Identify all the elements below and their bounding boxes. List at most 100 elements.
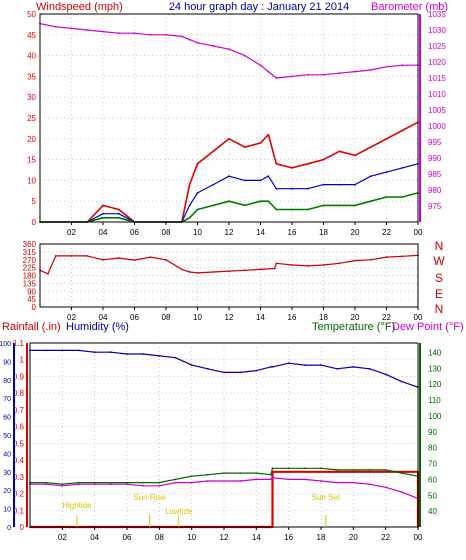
- x-tick-label: 22: [382, 228, 391, 237]
- chart-title: 24 hour graph day : January 21 2014: [169, 1, 349, 13]
- series-average-point: [291, 187, 293, 190]
- series-barometer-point: [267, 70, 270, 73]
- series-humidity-point: [287, 362, 290, 365]
- series-low-point: [228, 200, 230, 203]
- series-direction-point: [47, 272, 49, 275]
- y-left-tick-label: 15: [27, 156, 36, 165]
- series-temperature-point: [270, 473, 272, 476]
- series-direction-point: [259, 268, 262, 271]
- y-left-tick-label: 45: [27, 31, 36, 40]
- series-rainfall-point: [336, 470, 339, 473]
- series-direction-point: [86, 255, 89, 257]
- y-right-tick-label: 1025: [428, 42, 446, 51]
- series-barometer-point: [259, 64, 262, 67]
- series-humidity-point: [336, 367, 339, 370]
- series-dew-point-point: [126, 483, 128, 486]
- y-right-tick-label: 110: [428, 396, 441, 405]
- series-humidity-point: [384, 373, 387, 376]
- y-right-tick-label: 50: [428, 491, 437, 500]
- series-low-point: [306, 208, 309, 211]
- series-dew-point-point: [190, 481, 193, 484]
- series-temperature-point: [271, 467, 274, 470]
- series-dew-point-point: [239, 480, 242, 482]
- y-right-tick-label: 995: [428, 138, 442, 147]
- series-humidity-point: [174, 356, 177, 359]
- series-temperature-point: [190, 475, 193, 478]
- series-low-point: [267, 200, 270, 203]
- series-barometer-point: [228, 48, 230, 51]
- event-label: Sun Set: [312, 493, 341, 502]
- series-barometer-point: [117, 32, 120, 35]
- series-average-point: [196, 192, 199, 194]
- y-left-tick-label: 0: [32, 303, 37, 312]
- y-right-tick-label: 140: [428, 349, 442, 358]
- series-dew-point-point: [77, 483, 80, 486]
- events-layer: Hightide Sun Rise Lowtide Sun Set: [62, 493, 341, 527]
- series-barometer-point: [243, 54, 246, 57]
- series-average-point: [267, 175, 270, 178]
- series-low-point: [188, 216, 191, 219]
- series-direction-point: [70, 255, 73, 257]
- series-direction-point: [117, 257, 120, 259]
- y-right-tick-label: 90: [428, 428, 437, 437]
- series-humidity-point: [400, 380, 403, 383]
- series-rainfall-point: [384, 470, 387, 473]
- humidity-tick-label: 10: [3, 507, 11, 514]
- series-dew-point-point: [400, 491, 403, 493]
- series-windspeed-point: [267, 133, 270, 136]
- series-average-point: [369, 175, 372, 178]
- series-rainfall-point: [368, 470, 371, 473]
- humidity-tick-label: 20: [3, 488, 11, 495]
- series-temperature-point: [61, 483, 64, 486]
- series-dew-point-point: [303, 478, 306, 481]
- x-tick-label: 08: [155, 533, 164, 542]
- series-dew-point-point: [223, 480, 225, 482]
- series-windspeed-point: [291, 167, 293, 169]
- y-left-tick-label: 0.4: [13, 456, 25, 465]
- humidity-axis-title: Humidity (%): [66, 321, 129, 333]
- y-left-tick-label: 5: [32, 197, 37, 206]
- series-rainfall-point: [352, 470, 355, 473]
- series-low-point: [212, 204, 215, 207]
- y-left-tick-label: 0.6: [13, 423, 25, 432]
- series-windspeed-point: [322, 158, 325, 161]
- series-dew-point-point: [270, 478, 272, 481]
- series-temperature-point: [93, 481, 96, 484]
- series-average-point: [338, 183, 341, 186]
- x-tick-label: 20: [351, 313, 360, 322]
- y-left-tick-label: 30: [27, 93, 36, 102]
- series-windspeed-point: [102, 204, 104, 207]
- series-low-point: [322, 204, 325, 207]
- series-direction-point: [180, 268, 183, 271]
- y-left-tick-label: 360: [23, 240, 37, 249]
- series-rainfall-point: [320, 470, 322, 473]
- series-barometer-point: [322, 73, 325, 76]
- y-right-tick-label: 60: [428, 475, 437, 484]
- series-dew-point-point: [45, 483, 48, 486]
- x-tick-label: 12: [225, 313, 234, 322]
- series-low-point: [354, 204, 356, 207]
- series-dew-point-point: [336, 481, 339, 484]
- series-dew-point-point: [158, 484, 161, 487]
- y-left-tick-label: 225: [23, 264, 37, 273]
- y-left-tick-label: 40: [27, 52, 36, 61]
- x-tick-label: 10: [193, 313, 202, 322]
- event-label: Sun Rise: [133, 493, 166, 502]
- y-left-tick-label: 0: [32, 218, 37, 227]
- x-tick-label: 10: [187, 533, 196, 542]
- x-tick-label: 04: [90, 533, 99, 542]
- series-humidity-point: [206, 367, 209, 370]
- series-windspeed-point: [401, 129, 404, 132]
- x-tick-label: 02: [58, 533, 67, 542]
- series-direction-line: [39, 254, 419, 275]
- series-average-point: [354, 183, 356, 186]
- series-temperature-point: [109, 481, 112, 484]
- series-average-point: [401, 167, 404, 169]
- y-right-tick-label: 120: [428, 380, 442, 389]
- y-left-tick-label: 270: [23, 256, 37, 265]
- series-direction-point: [306, 265, 309, 267]
- humidity-tick-label: 30: [3, 470, 11, 477]
- y-right-tick-label: 990: [428, 154, 442, 163]
- series-temperature-point: [45, 481, 48, 484]
